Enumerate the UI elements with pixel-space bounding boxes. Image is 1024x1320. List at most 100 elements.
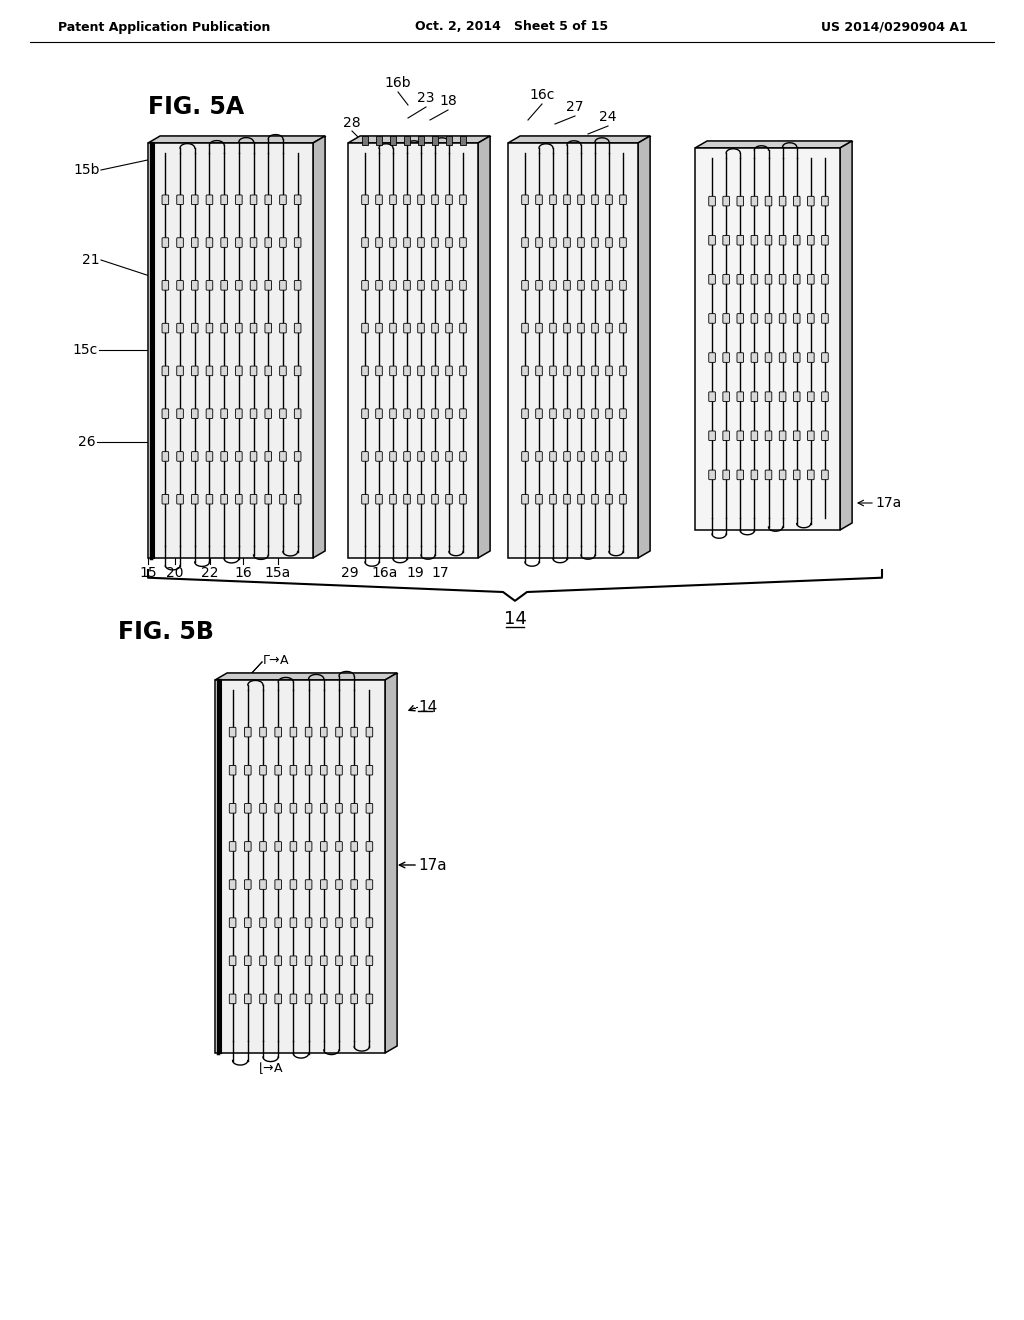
FancyBboxPatch shape — [274, 917, 282, 928]
FancyBboxPatch shape — [305, 956, 312, 965]
FancyBboxPatch shape — [445, 323, 453, 333]
FancyBboxPatch shape — [305, 727, 312, 737]
FancyBboxPatch shape — [206, 281, 213, 290]
FancyBboxPatch shape — [808, 470, 814, 479]
Text: Patent Application Publication: Patent Application Publication — [58, 21, 270, 33]
FancyBboxPatch shape — [821, 314, 828, 323]
Polygon shape — [313, 136, 325, 558]
FancyBboxPatch shape — [403, 238, 411, 247]
FancyBboxPatch shape — [351, 994, 357, 1003]
Text: 14: 14 — [418, 700, 437, 714]
FancyBboxPatch shape — [550, 495, 556, 504]
FancyBboxPatch shape — [445, 281, 453, 290]
FancyBboxPatch shape — [336, 994, 342, 1003]
FancyBboxPatch shape — [367, 879, 373, 890]
FancyBboxPatch shape — [521, 366, 528, 376]
FancyBboxPatch shape — [808, 352, 814, 363]
FancyBboxPatch shape — [280, 409, 287, 418]
FancyBboxPatch shape — [536, 451, 543, 461]
FancyBboxPatch shape — [606, 366, 612, 376]
FancyBboxPatch shape — [236, 451, 242, 461]
FancyBboxPatch shape — [765, 392, 772, 401]
FancyBboxPatch shape — [445, 495, 453, 504]
FancyBboxPatch shape — [808, 392, 814, 401]
FancyBboxPatch shape — [737, 352, 743, 363]
FancyBboxPatch shape — [274, 994, 282, 1003]
FancyBboxPatch shape — [305, 766, 312, 775]
FancyBboxPatch shape — [361, 195, 369, 205]
FancyBboxPatch shape — [321, 994, 327, 1003]
FancyBboxPatch shape — [367, 842, 373, 851]
FancyBboxPatch shape — [563, 495, 570, 504]
FancyBboxPatch shape — [578, 409, 585, 418]
Text: 16c: 16c — [529, 88, 555, 102]
FancyBboxPatch shape — [250, 451, 257, 461]
FancyBboxPatch shape — [620, 323, 627, 333]
FancyBboxPatch shape — [794, 235, 800, 246]
FancyBboxPatch shape — [245, 956, 251, 965]
FancyBboxPatch shape — [521, 495, 528, 504]
FancyBboxPatch shape — [305, 842, 312, 851]
FancyBboxPatch shape — [336, 879, 342, 890]
Bar — [390, 136, 396, 145]
FancyBboxPatch shape — [229, 727, 236, 737]
FancyBboxPatch shape — [390, 195, 396, 205]
FancyBboxPatch shape — [361, 323, 369, 333]
FancyBboxPatch shape — [779, 235, 785, 246]
FancyBboxPatch shape — [274, 956, 282, 965]
FancyBboxPatch shape — [460, 495, 466, 504]
FancyBboxPatch shape — [250, 495, 257, 504]
FancyBboxPatch shape — [445, 451, 453, 461]
FancyBboxPatch shape — [336, 917, 342, 928]
FancyBboxPatch shape — [592, 409, 598, 418]
FancyBboxPatch shape — [536, 195, 543, 205]
FancyBboxPatch shape — [709, 352, 716, 363]
FancyBboxPatch shape — [321, 879, 327, 890]
FancyBboxPatch shape — [390, 409, 396, 418]
FancyBboxPatch shape — [245, 842, 251, 851]
FancyBboxPatch shape — [620, 238, 627, 247]
FancyBboxPatch shape — [550, 238, 556, 247]
FancyBboxPatch shape — [606, 409, 612, 418]
FancyBboxPatch shape — [221, 451, 227, 461]
FancyBboxPatch shape — [367, 956, 373, 965]
FancyBboxPatch shape — [177, 195, 183, 205]
FancyBboxPatch shape — [390, 238, 396, 247]
FancyBboxPatch shape — [578, 451, 585, 461]
FancyBboxPatch shape — [290, 842, 297, 851]
FancyBboxPatch shape — [221, 281, 227, 290]
FancyBboxPatch shape — [821, 275, 828, 284]
FancyBboxPatch shape — [206, 409, 213, 418]
FancyBboxPatch shape — [460, 238, 466, 247]
FancyBboxPatch shape — [390, 495, 396, 504]
Text: 15c: 15c — [73, 343, 98, 356]
Text: 19: 19 — [407, 566, 424, 579]
FancyBboxPatch shape — [274, 804, 282, 813]
FancyBboxPatch shape — [376, 409, 382, 418]
FancyBboxPatch shape — [229, 956, 236, 965]
FancyBboxPatch shape — [723, 470, 729, 479]
FancyBboxPatch shape — [432, 323, 438, 333]
FancyBboxPatch shape — [236, 281, 242, 290]
Text: 27: 27 — [566, 100, 584, 114]
FancyBboxPatch shape — [250, 366, 257, 376]
FancyBboxPatch shape — [280, 323, 287, 333]
FancyBboxPatch shape — [162, 409, 169, 418]
FancyBboxPatch shape — [418, 281, 424, 290]
FancyBboxPatch shape — [403, 281, 411, 290]
FancyBboxPatch shape — [765, 314, 772, 323]
FancyBboxPatch shape — [808, 197, 814, 206]
FancyBboxPatch shape — [592, 323, 598, 333]
FancyBboxPatch shape — [321, 804, 327, 813]
FancyBboxPatch shape — [620, 366, 627, 376]
FancyBboxPatch shape — [723, 352, 729, 363]
FancyBboxPatch shape — [723, 392, 729, 401]
FancyBboxPatch shape — [563, 366, 570, 376]
FancyBboxPatch shape — [260, 917, 266, 928]
FancyBboxPatch shape — [578, 366, 585, 376]
FancyBboxPatch shape — [765, 470, 772, 479]
FancyBboxPatch shape — [280, 238, 287, 247]
FancyBboxPatch shape — [808, 314, 814, 323]
FancyBboxPatch shape — [177, 409, 183, 418]
FancyBboxPatch shape — [460, 281, 466, 290]
